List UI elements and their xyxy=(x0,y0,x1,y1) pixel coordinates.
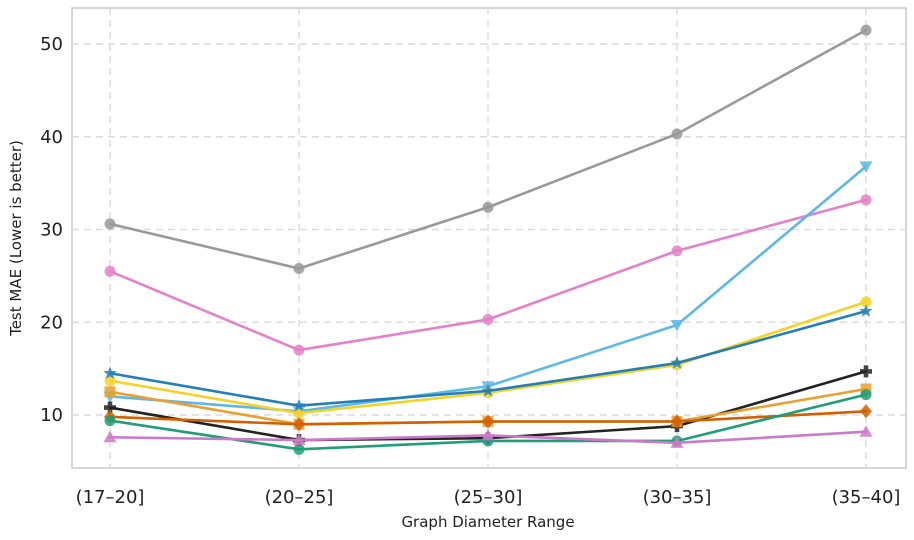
x-tick-label: (35–40] xyxy=(832,487,901,508)
series-darkorange xyxy=(104,404,872,432)
data-point xyxy=(860,389,872,401)
data-point xyxy=(860,365,872,378)
data-point xyxy=(293,262,305,274)
y-tick-label: 20 xyxy=(40,312,63,333)
data-point xyxy=(293,344,305,356)
series-layer xyxy=(103,24,873,455)
data-point xyxy=(860,296,872,308)
tick-layer: (17–20] (20–25] (25–30] (30–35] (35–40] 10 20 3… xyxy=(40,34,900,508)
y-axis-title: Test MAE (Lower is better) xyxy=(7,140,25,337)
x-tick-label: (17–20] xyxy=(76,487,145,508)
data-point xyxy=(482,201,494,213)
data-point xyxy=(104,401,116,414)
grid xyxy=(72,8,906,468)
data-point xyxy=(860,404,872,419)
series-pink xyxy=(104,194,872,356)
data-point xyxy=(293,417,305,432)
data-point xyxy=(671,245,683,257)
data-point xyxy=(670,320,684,332)
y-tick-label: 30 xyxy=(40,220,63,241)
data-point xyxy=(670,356,684,369)
data-point xyxy=(293,443,305,455)
data-point xyxy=(481,383,495,397)
data-point xyxy=(104,375,116,387)
x-tick-label: (30–35] xyxy=(643,487,712,508)
data-point xyxy=(104,218,116,230)
series-gray xyxy=(104,24,872,274)
data-point xyxy=(671,414,683,429)
data-point xyxy=(671,128,683,140)
y-tick-label: 50 xyxy=(40,34,63,55)
y-tick-label: 10 xyxy=(40,405,63,426)
data-point xyxy=(860,194,872,206)
data-point xyxy=(482,414,494,429)
x-axis-title: Graph Diameter Range xyxy=(401,513,574,531)
data-point xyxy=(670,436,684,448)
x-tick-label: (25–30] xyxy=(454,487,523,508)
data-point xyxy=(103,430,117,443)
data-point xyxy=(293,407,305,419)
data-point xyxy=(859,304,873,317)
data-point xyxy=(860,24,872,36)
data-point xyxy=(104,415,116,427)
data-point xyxy=(292,398,306,412)
x-tick-label: (20–25] xyxy=(265,487,334,508)
data-point xyxy=(481,428,495,441)
data-point xyxy=(104,386,116,398)
data-point xyxy=(104,265,116,277)
series-blue xyxy=(103,304,873,412)
data-point xyxy=(859,161,873,173)
series-violet xyxy=(103,425,873,448)
data-point xyxy=(103,366,117,379)
y-tick-label: 40 xyxy=(40,127,63,148)
data-point xyxy=(292,433,306,446)
data-point xyxy=(482,313,494,325)
data-point xyxy=(859,425,873,437)
data-point xyxy=(860,383,872,395)
